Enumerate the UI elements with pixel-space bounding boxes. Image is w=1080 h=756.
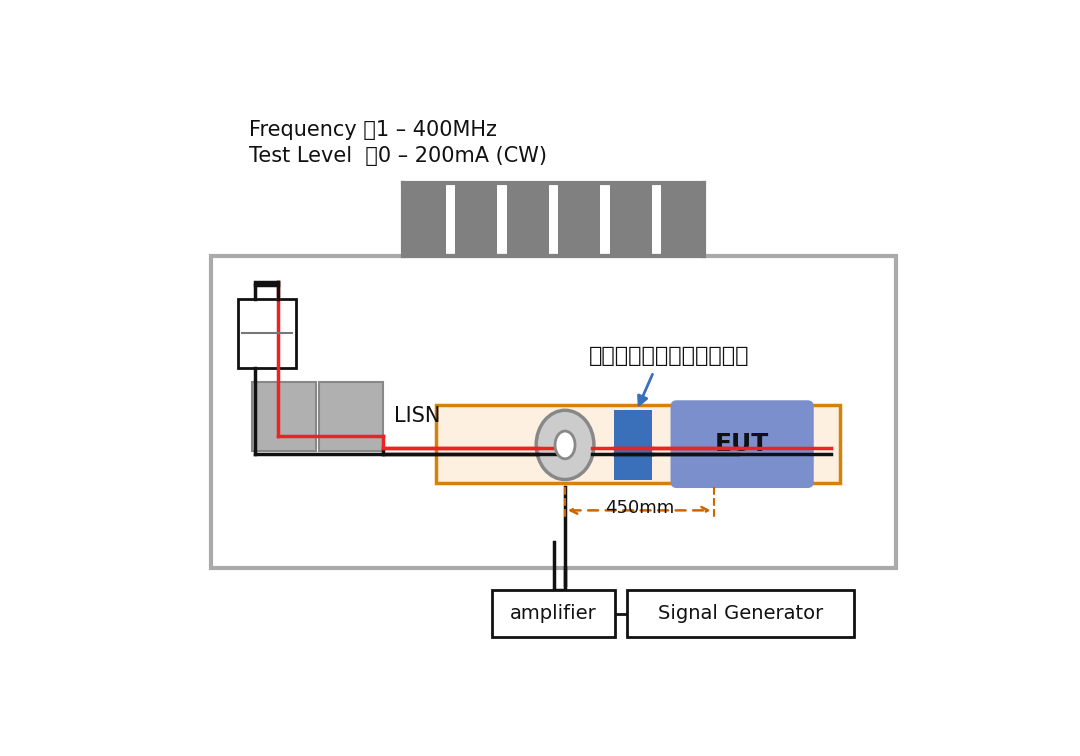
Bar bbox=[238, 299, 296, 368]
Text: Signal Generator: Signal Generator bbox=[658, 604, 823, 623]
Ellipse shape bbox=[555, 431, 575, 459]
Bar bbox=[319, 382, 382, 451]
Bar bbox=[661, 183, 704, 256]
Bar bbox=[507, 183, 549, 256]
Ellipse shape bbox=[536, 411, 594, 479]
Bar bbox=[626, 590, 854, 637]
FancyBboxPatch shape bbox=[671, 400, 813, 488]
Bar bbox=[403, 183, 446, 256]
Text: 450mm: 450mm bbox=[605, 499, 674, 517]
Bar bbox=[211, 256, 896, 568]
Text: EUT: EUT bbox=[715, 432, 769, 456]
Text: 安装了共模抜流线圈的基板: 安装了共模抜流线圈的基板 bbox=[589, 346, 750, 367]
Text: Test Level  ：0 – 200mA (CW): Test Level ：0 – 200mA (CW) bbox=[249, 146, 548, 166]
Text: Frequency ：1 – 400MHz: Frequency ：1 – 400MHz bbox=[249, 120, 497, 140]
Bar bbox=[610, 183, 652, 256]
Bar bbox=[558, 183, 600, 256]
Bar bbox=[455, 183, 497, 256]
Bar bbox=[252, 382, 315, 451]
Text: LISN: LISN bbox=[394, 407, 441, 426]
Text: amplifier: amplifier bbox=[510, 604, 597, 623]
Bar bbox=[436, 405, 840, 483]
Bar bbox=[491, 590, 616, 637]
Bar bbox=[613, 411, 652, 479]
